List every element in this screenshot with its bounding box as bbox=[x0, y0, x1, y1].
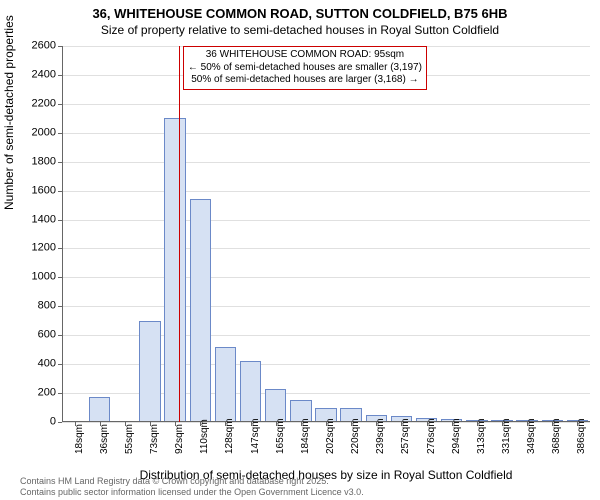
y-tick-label: 200 bbox=[38, 388, 56, 399]
gridline bbox=[62, 248, 590, 249]
y-tick-label: 0 bbox=[50, 417, 56, 428]
x-tick-label: 92sqm bbox=[175, 424, 185, 454]
footer-line: Contains public sector information licen… bbox=[20, 487, 364, 498]
histogram-bar bbox=[240, 361, 261, 422]
y-tick-label: 2400 bbox=[32, 69, 56, 80]
x-tick-label: 220sqm bbox=[351, 418, 361, 454]
x-tick-label: 331sqm bbox=[502, 418, 512, 454]
chart-title: 36, WHITEHOUSE COMMON ROAD, SUTTON COLDF… bbox=[0, 0, 600, 22]
x-tick-label: 313sqm bbox=[477, 418, 487, 454]
gridline bbox=[62, 306, 590, 307]
gridline bbox=[62, 162, 590, 163]
footer-line: Contains HM Land Registry data © Crown c… bbox=[20, 476, 364, 487]
y-tick-label: 2000 bbox=[32, 127, 56, 138]
y-tick-label: 1200 bbox=[32, 243, 56, 254]
x-tick-label: 257sqm bbox=[401, 418, 411, 454]
histogram-bar bbox=[265, 389, 286, 422]
x-tick-label: 147sqm bbox=[251, 418, 261, 454]
gridline bbox=[62, 220, 590, 221]
highlight-marker-line bbox=[179, 46, 180, 422]
x-tick-label: 184sqm bbox=[301, 418, 311, 454]
x-tick-label: 36sqm bbox=[100, 424, 110, 454]
gridline bbox=[62, 191, 590, 192]
y-tick-label: 600 bbox=[38, 330, 56, 341]
chart-subtitle: Size of property relative to semi-detach… bbox=[0, 22, 600, 37]
y-axis-line bbox=[62, 46, 63, 422]
y-tick-label: 1400 bbox=[32, 214, 56, 225]
histogram-bar bbox=[190, 199, 211, 422]
x-tick-label: 202sqm bbox=[326, 418, 336, 454]
histogram-bar bbox=[139, 321, 160, 422]
y-tick-label: 1800 bbox=[32, 156, 56, 167]
gridline bbox=[62, 104, 590, 105]
callout-line: 36 WHITEHOUSE COMMON ROAD: 95sqm bbox=[188, 49, 422, 62]
x-tick-label: 128sqm bbox=[225, 418, 235, 454]
y-tick-label: 400 bbox=[38, 359, 56, 370]
callout-line: ← 50% of semi-detached houses are smalle… bbox=[188, 62, 422, 75]
x-tick-label: 368sqm bbox=[552, 418, 562, 454]
x-tick-label: 55sqm bbox=[125, 424, 135, 454]
y-tick-label: 2600 bbox=[32, 41, 56, 52]
gridline bbox=[62, 133, 590, 134]
x-tick-label: 386sqm bbox=[577, 418, 587, 454]
y-tick-label: 800 bbox=[38, 301, 56, 312]
gridline bbox=[62, 277, 590, 278]
y-tick-label: 1000 bbox=[32, 272, 56, 283]
plot-area: 36 WHITEHOUSE COMMON ROAD: 95sqm← 50% of… bbox=[62, 46, 590, 422]
x-tick-label: 165sqm bbox=[276, 418, 286, 454]
callout-line: 50% of semi-detached houses are larger (… bbox=[188, 74, 422, 87]
histogram-bar bbox=[215, 347, 236, 422]
x-tick-label: 73sqm bbox=[150, 424, 160, 454]
histogram-bar bbox=[89, 397, 110, 422]
x-tick-label: 276sqm bbox=[427, 418, 437, 454]
chart-container: 36, WHITEHOUSE COMMON ROAD, SUTTON COLDF… bbox=[0, 0, 600, 500]
x-tick-label: 18sqm bbox=[75, 424, 85, 454]
y-tick-label: 2200 bbox=[32, 98, 56, 109]
x-tick-label: 239sqm bbox=[376, 418, 386, 454]
y-axis-ticks: 0200400600800100012001400160018002000220… bbox=[0, 46, 58, 422]
x-tick-label: 110sqm bbox=[200, 419, 210, 454]
y-tick-label: 1600 bbox=[32, 185, 56, 196]
histogram-bar bbox=[164, 118, 185, 422]
attribution-footer: Contains HM Land Registry data © Crown c… bbox=[20, 476, 364, 498]
x-tick-label: 294sqm bbox=[452, 418, 462, 454]
highlight-callout: 36 WHITEHOUSE COMMON ROAD: 95sqm← 50% of… bbox=[183, 46, 427, 90]
x-tick-label: 349sqm bbox=[527, 418, 537, 454]
